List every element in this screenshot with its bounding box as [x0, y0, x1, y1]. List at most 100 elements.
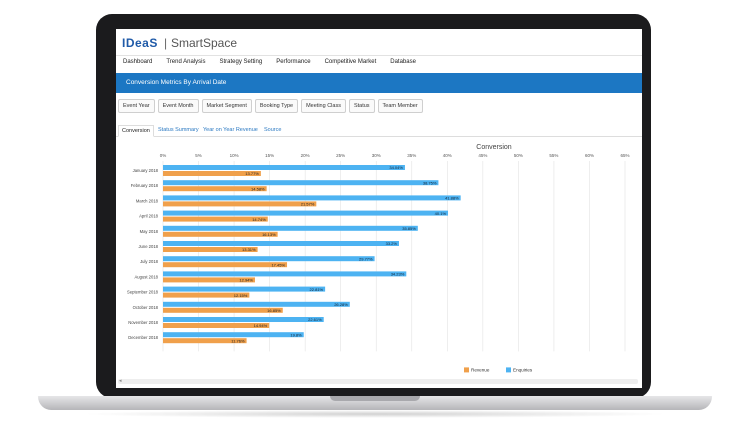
filter-meeting-class[interactable]: Meeting Class: [301, 99, 346, 113]
brand-separator: |: [164, 36, 168, 50]
bar-revenue[interactable]: [163, 201, 317, 207]
menu-item-database[interactable]: Database: [390, 59, 416, 65]
bar-revenue[interactable]: [163, 216, 268, 222]
data-label-enquiries: 26.28%: [334, 302, 348, 307]
data-label-enquiries: 41.88%: [445, 196, 459, 201]
bar-enquiries[interactable]: [163, 241, 399, 246]
menu-item-dashboard[interactable]: Dashboard: [123, 59, 153, 65]
category-label: October 2018: [133, 305, 159, 310]
data-label-revenue: 12.15%: [234, 293, 248, 298]
bar-enquiries[interactable]: [163, 317, 324, 322]
bar-enquiries[interactable]: [163, 286, 326, 292]
data-label-revenue: 13.77%: [245, 171, 259, 176]
data-label-enquiries: 40.1%: [435, 211, 447, 216]
filter-team-member[interactable]: Team Member: [377, 99, 423, 113]
data-label-enquiries: 34.23%: [391, 272, 405, 277]
data-label-enquiries: 19.8%: [290, 332, 302, 337]
bar-enquiries[interactable]: [163, 301, 350, 307]
laptop-shadow: [80, 410, 670, 418]
category-label: November 2018: [128, 320, 158, 325]
conversion-chart: Conversion 0% 5% 10% 15% 20% 25% 30% 35% 40% 45% 5…: [127, 144, 630, 373]
data-label-enquiries: 22.81%: [310, 287, 324, 292]
x-tick-label: 25%: [336, 153, 345, 158]
bar-enquiries[interactable]: [163, 332, 304, 338]
bar-enquiries[interactable]: [163, 180, 439, 186]
legend-swatch: [464, 367, 469, 373]
legend-label[interactable]: Enquiries: [513, 367, 533, 372]
bar-revenue[interactable]: [163, 186, 267, 192]
category-label: August 2018: [134, 274, 158, 279]
page-title: Conversion Metrics By Arrival Date: [126, 79, 227, 86]
category-label: March 2018: [136, 198, 159, 203]
bar-revenue[interactable]: [163, 171, 261, 176]
laptop-base: [38, 396, 712, 410]
bar-enquiries[interactable]: [163, 165, 405, 170]
category-label: September 2018: [127, 290, 159, 295]
bar-revenue[interactable]: [163, 277, 255, 283]
bar-revenue[interactable]: [163, 323, 270, 328]
bar-revenue[interactable]: [163, 231, 278, 237]
category-label: June 2018: [138, 244, 158, 249]
tab-source[interactable]: Source: [264, 127, 282, 133]
tab-bar: Conversion Status Summary Year on Year R…: [116, 123, 642, 137]
filter-bar: Event Year Event Month Market Segment Bo…: [118, 99, 423, 113]
x-tick-label: 35%: [407, 153, 416, 158]
x-tick-label: 50%: [514, 153, 523, 158]
horizontal-scrollbar[interactable]: [118, 379, 638, 384]
data-label-enquiries: 33.2%: [386, 241, 398, 246]
category-label: April 2018: [139, 214, 159, 219]
menu-item-competitive-market[interactable]: Competitive Market: [324, 59, 377, 65]
category-label: July 2018: [140, 259, 159, 264]
x-tick-label: 10%: [230, 153, 239, 158]
bar-revenue[interactable]: [163, 338, 247, 344]
filter-status[interactable]: Status: [348, 99, 375, 113]
menu-item-performance[interactable]: Performance: [276, 59, 311, 65]
bar-revenue[interactable]: [163, 292, 250, 298]
data-label-enquiries: 29.77%: [359, 256, 373, 261]
tab-year-on-year-revenue[interactable]: Year on Year Revenue: [203, 127, 258, 133]
legend-label[interactable]: Revenue: [471, 367, 490, 372]
data-label-enquiries: 35.85%: [402, 226, 416, 231]
x-tick-label: 30%: [372, 153, 381, 158]
data-label-revenue: 11.76%: [231, 338, 245, 343]
tab-conversion[interactable]: Conversion: [118, 125, 154, 137]
bar-revenue[interactable]: [163, 307, 283, 313]
main-menu: Dashboard Trend Analysis Strategy Settin…: [116, 56, 642, 72]
brand-name: SmartSpace: [171, 36, 238, 50]
category-label: December 2018: [128, 335, 158, 340]
bar-enquiries[interactable]: [163, 225, 418, 231]
bar-enquiries[interactable]: [163, 195, 461, 201]
top-bar: IDeaS | SmartSpace: [116, 29, 642, 56]
data-label-revenue: 14.58%: [251, 186, 265, 191]
data-label-revenue: 14.94%: [254, 323, 268, 328]
bar-revenue[interactable]: [163, 262, 288, 268]
data-label-enquiries: 34.04%: [389, 165, 403, 170]
scroll-left-icon[interactable]: ◂: [119, 378, 122, 384]
x-tick-label: 20%: [301, 153, 310, 158]
bar-revenue[interactable]: [163, 247, 258, 252]
tab-status-summary[interactable]: Status Summary: [158, 127, 199, 133]
filter-booking-type[interactable]: Booking Type: [254, 99, 299, 113]
category-label: February 2018: [131, 183, 159, 188]
x-tick-label: 15%: [265, 153, 274, 158]
app-screen: IDeaS | SmartSpace Dashboard Trend Analy…: [116, 29, 642, 388]
menu-item-strategy-setting[interactable]: Strategy Setting: [219, 59, 263, 65]
x-tick-label: 65%: [620, 153, 629, 158]
menu-item-trend-analysis[interactable]: Trend Analysis: [166, 59, 206, 65]
data-label-revenue: 13.31%: [242, 247, 256, 252]
filter-event-month[interactable]: Event Month: [157, 99, 199, 113]
x-tick-label: 5%: [195, 153, 202, 158]
filter-event-year[interactable]: Event Year: [118, 99, 155, 113]
bar-enquiries[interactable]: [163, 210, 449, 216]
category-label: May 2018: [140, 229, 159, 234]
x-tick-label: 60%: [585, 153, 594, 158]
bar-enquiries[interactable]: [163, 256, 375, 262]
laptop-notch: [330, 396, 420, 401]
app-logo[interactable]: IDeaS: [122, 36, 158, 50]
bar-enquiries[interactable]: [163, 271, 407, 277]
data-label-revenue: 12.94%: [239, 278, 253, 283]
data-label-revenue: 17.45%: [271, 262, 285, 267]
filter-market-segment[interactable]: Market Segment: [201, 99, 252, 113]
data-label-revenue: 21.57%: [301, 202, 315, 207]
x-tick-label: 40%: [443, 153, 452, 158]
